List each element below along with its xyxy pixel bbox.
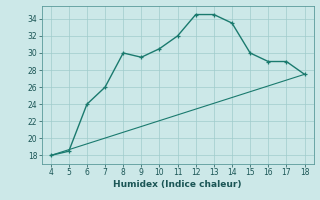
X-axis label: Humidex (Indice chaleur): Humidex (Indice chaleur): [113, 180, 242, 189]
